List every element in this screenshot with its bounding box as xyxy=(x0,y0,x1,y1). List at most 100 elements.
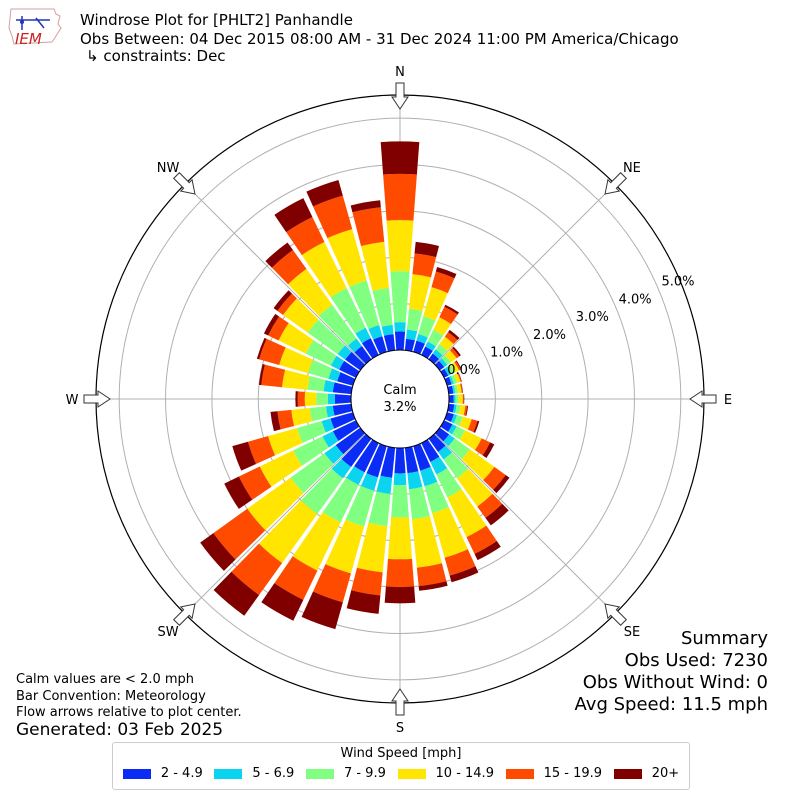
flow-arrow xyxy=(173,603,196,626)
wind-bar-segment xyxy=(416,563,447,587)
wind-bar-segment xyxy=(439,336,454,351)
wind-bar-segment xyxy=(332,382,353,395)
wind-bar-segment xyxy=(390,271,410,323)
wind-bar-segment xyxy=(461,449,495,481)
wind-bar-segment xyxy=(418,316,436,338)
wind-bar-segment xyxy=(482,442,495,458)
wind-bar-segment xyxy=(277,409,295,430)
wind-bar-segment xyxy=(452,404,457,414)
wind-bar-segment xyxy=(409,486,430,520)
wind-bar-segment xyxy=(277,293,297,315)
flow-arrow xyxy=(604,603,627,626)
wind-bar-segment xyxy=(447,403,455,413)
wind-bar-segment xyxy=(438,445,453,460)
wind-bar-segment xyxy=(427,329,444,347)
wind-bar-segment xyxy=(444,549,476,576)
wind-bar-segment xyxy=(368,491,391,527)
wind-bar-segment xyxy=(354,346,372,364)
wind-bar-segment xyxy=(455,360,462,370)
wind-bar-segment xyxy=(345,351,365,371)
generated-date: Generated: 03 Feb 2025 xyxy=(16,720,224,740)
direction-label: W xyxy=(66,393,79,408)
wind-bar-segment xyxy=(352,207,385,246)
legend-item: 5 - 6.9 xyxy=(214,766,294,781)
wind-bar-segment xyxy=(330,412,356,429)
wind-bar-segment xyxy=(271,250,307,285)
wind-bar-segment xyxy=(231,543,283,596)
wind-bar-segment xyxy=(457,372,462,382)
wind-bar-segment xyxy=(334,394,352,404)
wind-bar-segment xyxy=(290,453,334,494)
wind-bar-segment xyxy=(394,447,406,474)
wind-bar-segment xyxy=(306,179,343,207)
wind-bar-segment xyxy=(455,394,459,404)
direction-label: N xyxy=(395,65,405,80)
wind-bar-segment xyxy=(416,333,428,344)
legend-title: Wind Speed [mph] xyxy=(340,746,462,761)
chart-title: Windrose Plot for [PHLT2] Panhandle xyxy=(80,11,353,29)
direction-label: NW xyxy=(157,161,180,176)
flow-arrows-note: Flow arrows relative to plot center. xyxy=(16,705,242,720)
wind-bar-segment xyxy=(444,304,459,315)
wind-bar-segment xyxy=(321,418,335,433)
wind-bar-segment xyxy=(449,566,479,583)
legend-item: 2 - 4.9 xyxy=(122,766,203,781)
wind-bar-segment xyxy=(350,200,381,213)
wind-bar-segment xyxy=(278,323,314,354)
legend-label: 2 - 4.9 xyxy=(160,766,203,781)
wind-bar-segment xyxy=(463,394,465,404)
wind-bar-segment xyxy=(301,591,343,630)
wind-bar-segment xyxy=(307,376,326,392)
wind-bar-segment xyxy=(295,391,298,407)
wind-bar-segment xyxy=(283,298,319,333)
legend-item: 20+ xyxy=(613,766,680,781)
wind-bar-segment xyxy=(432,349,443,359)
wind-bar-segment xyxy=(404,446,419,474)
legend-swatch xyxy=(505,768,534,779)
wind-bar-segment xyxy=(325,405,335,418)
wind-bar-segment xyxy=(337,372,356,386)
wind-bar-segment xyxy=(460,383,464,393)
wind-bar-segment xyxy=(420,466,438,487)
wind-bar-segment xyxy=(291,408,313,426)
wind-bar-segment xyxy=(366,443,387,478)
direction-label: SE xyxy=(624,625,640,640)
wind-bar-segment xyxy=(356,522,388,573)
wind-bar-segment xyxy=(428,434,446,452)
wind-bar-segment xyxy=(391,484,409,518)
wind-bar-segment xyxy=(259,338,286,366)
wind-bar-segment xyxy=(328,368,341,382)
wind-bar-segment xyxy=(485,503,509,526)
wind-bar-segment xyxy=(455,404,461,414)
wind-bar-segment xyxy=(451,385,456,394)
wind-bar-segment xyxy=(412,516,442,568)
wind-bar-segment xyxy=(460,383,463,393)
wind-bar-segment xyxy=(301,468,343,515)
grid-spoke xyxy=(399,183,616,400)
wind-bar-segment xyxy=(316,392,329,406)
wind-bar-segment xyxy=(305,340,337,366)
legend-swatch xyxy=(122,768,151,779)
wind-bar-segment xyxy=(423,287,448,321)
legend-item: 7 - 9.9 xyxy=(305,766,386,781)
wind-bar-segment xyxy=(386,220,414,272)
wind-bar-segment xyxy=(440,420,453,432)
wind-bar-segment xyxy=(473,420,480,433)
wind-bar-segment xyxy=(452,346,461,357)
wind-bar-segment xyxy=(270,411,281,432)
wind-bar-segment xyxy=(394,322,406,332)
wind-bar-segment xyxy=(274,556,318,600)
wind-bar-segment xyxy=(360,473,378,491)
wind-bar-segment xyxy=(354,439,379,473)
calm-label: Calm xyxy=(383,383,416,398)
legend-label: 20+ xyxy=(651,766,680,781)
wind-bar-segment xyxy=(313,564,351,603)
legend-label: 5 - 6.9 xyxy=(252,766,295,781)
calm-note: Calm values are < 2.0 mph xyxy=(16,672,195,687)
wind-bar-segment xyxy=(425,341,436,351)
wind-bar-segment xyxy=(308,359,333,379)
summary-obs-without-wind: Obs Without Wind: 0 xyxy=(582,672,768,693)
wind-bar-segment xyxy=(432,507,468,558)
wind-bar-segment xyxy=(451,426,466,440)
